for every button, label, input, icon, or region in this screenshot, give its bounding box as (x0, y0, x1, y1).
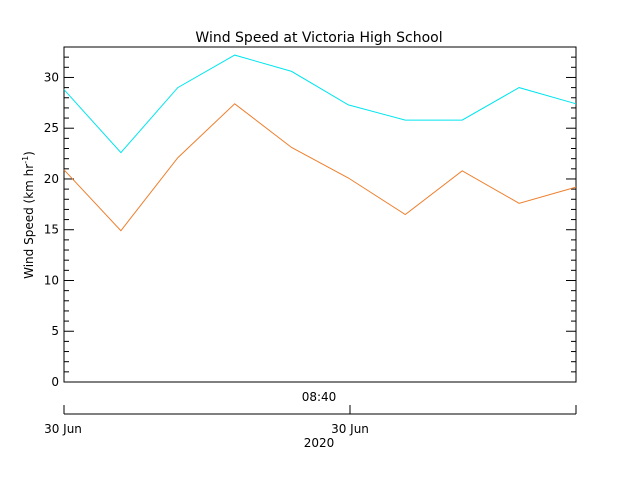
y-axis-label: Wind Speed (km hr-1) (21, 151, 36, 279)
series-line-1 (63, 103, 577, 232)
x-date-label-middle: 30 Jun (331, 422, 369, 436)
x-year-label: 2020 (304, 436, 335, 450)
y-tick-label: 20 (44, 172, 59, 186)
y-tick-label: 0 (51, 375, 59, 389)
y-tick-label: 25 (44, 121, 59, 135)
x-date-label-start: 30 Jun (44, 422, 82, 436)
y-axis-label-main: Wind Speed (km hr (22, 164, 36, 279)
x-time-label: 08:40 (302, 390, 337, 404)
y-tick-label: 15 (44, 223, 59, 237)
time-ticks (63, 405, 577, 414)
plot-frame (63, 46, 577, 383)
chart-title: Wind Speed at Victoria High School (195, 30, 442, 46)
y-ticks: 0 5 10 15 20 25 30 (44, 46, 576, 389)
series-line-0 (63, 54, 577, 154)
y-tick-label: 10 (44, 273, 59, 287)
y-axis-label-superscript: -1 (21, 156, 30, 164)
series-layer (63, 54, 577, 232)
y-tick-label: 5 (51, 324, 59, 338)
y-tick-label: 30 (44, 70, 59, 84)
y-axis-label-close: ) (22, 151, 36, 156)
